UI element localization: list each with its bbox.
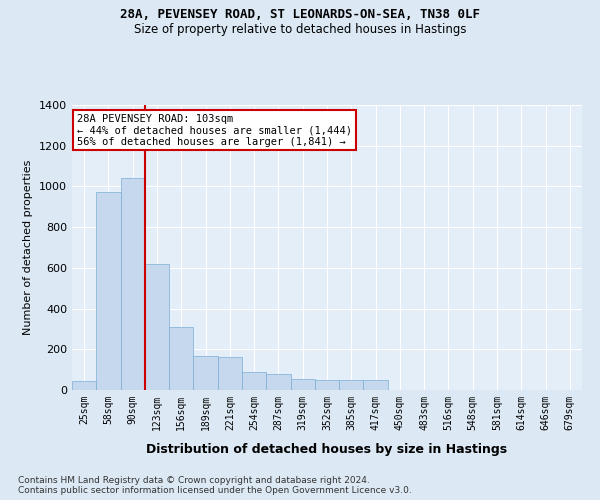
Bar: [145, 264, 169, 390]
Bar: [218, 358, 242, 390]
Text: Distribution of detached houses by size in Hastings: Distribution of detached houses by size …: [146, 442, 508, 456]
Text: 28A, PEVENSEY ROAD, ST LEONARDS-ON-SEA, TN38 0LF: 28A, PEVENSEY ROAD, ST LEONARDS-ON-SEA, …: [120, 8, 480, 20]
Bar: [315, 380, 339, 390]
Text: 28A PEVENSEY ROAD: 103sqm
← 44% of detached houses are smaller (1,444)
56% of de: 28A PEVENSEY ROAD: 103sqm ← 44% of detac…: [77, 114, 352, 147]
Bar: [266, 374, 290, 390]
Bar: [72, 381, 96, 390]
Bar: [193, 356, 218, 390]
Bar: [339, 380, 364, 390]
Bar: [364, 380, 388, 390]
Bar: [121, 178, 145, 390]
Bar: [290, 379, 315, 390]
Bar: [242, 372, 266, 390]
Text: Contains HM Land Registry data © Crown copyright and database right 2024.
Contai: Contains HM Land Registry data © Crown c…: [18, 476, 412, 495]
Text: Size of property relative to detached houses in Hastings: Size of property relative to detached ho…: [134, 22, 466, 36]
Bar: [96, 192, 121, 390]
Y-axis label: Number of detached properties: Number of detached properties: [23, 160, 34, 335]
Bar: [169, 327, 193, 390]
